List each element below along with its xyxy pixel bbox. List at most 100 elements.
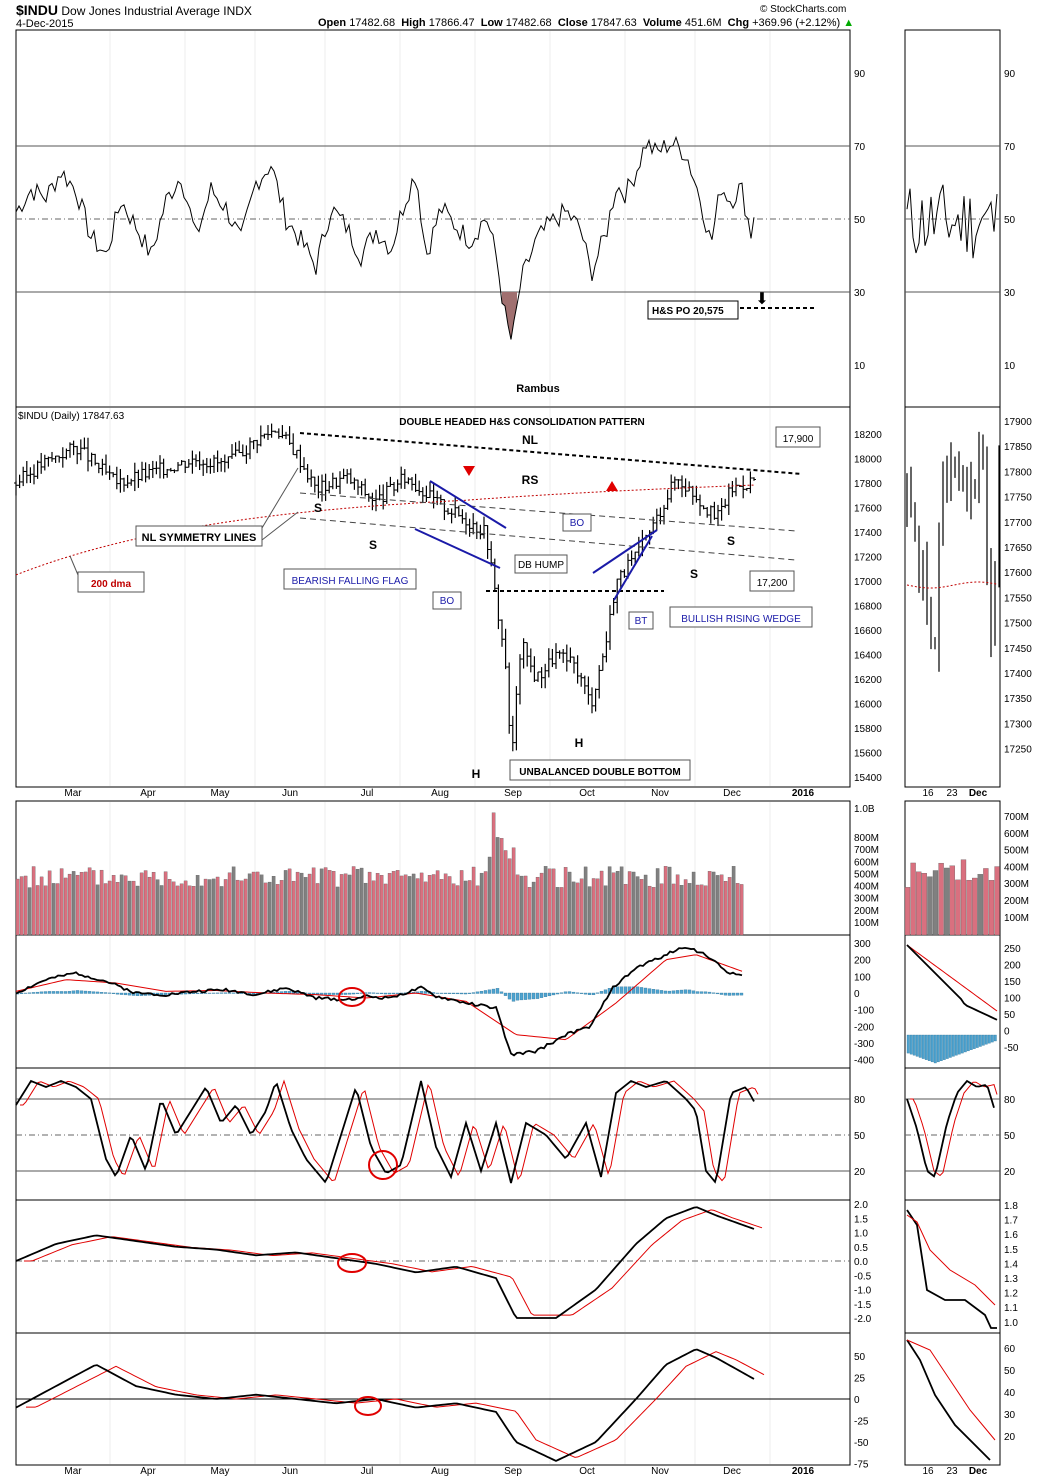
volume-bar [695, 884, 700, 936]
volume-bar [379, 875, 384, 936]
volume-bar [111, 875, 116, 936]
macd-histogram-bar [511, 992, 516, 1002]
macd-histogram-bar-right [906, 1034, 910, 1054]
volume-right-tick-label: 600M [1004, 829, 1029, 840]
bearish-flag-label: BEARISH FALLING FLAG [292, 576, 409, 587]
nl-symmetry-pointer [261, 467, 299, 529]
month-tick-label: Oct [579, 788, 595, 799]
volume-bar [347, 874, 352, 936]
header-name: Dow Jones Industrial Average [61, 4, 220, 18]
price-legend: $INDU (Daily) 17847.63 [18, 411, 125, 422]
price-tick-label: 16800 [854, 602, 882, 613]
volume-bar [419, 872, 424, 936]
osc2-right-tick-label: 50 [1004, 1366, 1016, 1377]
macd-histogram-bar [43, 991, 48, 994]
macd-histogram-bar [123, 992, 128, 996]
macd-histogram-bar [463, 992, 468, 995]
month-tick-label: Apr [140, 1466, 156, 1477]
volume-bar [519, 875, 524, 936]
macd-histogram-bar [223, 992, 228, 994]
stoch-tick-label: 50 [854, 1131, 866, 1142]
macd-histogram-bar-right [930, 1034, 934, 1063]
osc-tick-label: 0.5 [854, 1243, 868, 1254]
rsi-line [15, 135, 755, 340]
macd-histogram-bar-right [939, 1034, 943, 1061]
macd-histogram-bar [579, 992, 584, 994]
rsi-right-tick-label: 70 [1004, 142, 1016, 153]
volume-bar [203, 878, 208, 936]
volume-bar [75, 874, 80, 936]
month-tick-label: Sep [504, 1466, 522, 1477]
macd-histogram-bar [459, 992, 464, 995]
volume-bar [407, 876, 412, 936]
volume-bar [463, 880, 468, 936]
macd-histogram-bar [559, 992, 564, 994]
volume-bar [55, 883, 60, 936]
volume-bar [403, 874, 408, 936]
osc-right-tick-label: 1.3 [1004, 1274, 1018, 1285]
macd-histogram-bar-right [912, 1034, 916, 1056]
volume-bar [31, 866, 36, 936]
volume-bar [103, 883, 108, 936]
macd-right-tick-label: 50 [1004, 1010, 1016, 1021]
volume-bar [219, 886, 224, 936]
volume-right-tick-label: 500M [1004, 846, 1029, 857]
volume-bar [679, 885, 684, 936]
month-tick-label: Dec [723, 788, 741, 799]
header-symbol: $INDU Dow Jones Industrial Average INDX [16, 2, 252, 18]
volume-bar [215, 876, 220, 936]
macd-histogram-bar [191, 992, 196, 994]
volume-bar [607, 866, 612, 936]
volume-bar [391, 871, 396, 936]
macd-histogram-bar [707, 991, 712, 994]
macd-histogram-bar [551, 992, 556, 996]
volume-bar [687, 883, 692, 936]
volume-bar [319, 868, 324, 936]
volume-bar [271, 876, 276, 936]
macd-histogram-bar [711, 992, 716, 994]
rising-wedge-label-box [669, 606, 813, 628]
volume-bar-right [988, 880, 995, 936]
macd-right-tick-label: 250 [1004, 944, 1021, 955]
volume-bar [531, 881, 536, 936]
month-tick-label: Jul [361, 788, 374, 799]
volume-bar [135, 885, 140, 936]
macd-histogram-bar [587, 992, 592, 995]
volume-bar [107, 880, 112, 936]
macd-histogram-bar [475, 991, 480, 994]
volume-bar-right [944, 867, 950, 936]
macd-histogram-bar [39, 991, 44, 994]
macd-histogram-bar [443, 992, 448, 994]
macd-histogram-bar [539, 992, 544, 998]
crossover-circle [337, 1253, 367, 1273]
price-right-tick-label: 17400 [1004, 669, 1032, 680]
volume-bar-right [960, 859, 967, 936]
volume-bar [723, 881, 728, 936]
macd-histogram-bar-right [954, 1034, 958, 1056]
breakout-label-box [432, 591, 462, 610]
volume-bar [231, 866, 236, 936]
macd-right-tick-label: 150 [1004, 977, 1021, 988]
volume-bar [591, 878, 596, 936]
month-tick-label: Jul [361, 1466, 374, 1477]
osc2-line [15, 1348, 755, 1462]
macd-histogram-bar [439, 992, 444, 994]
rsi-line-right [906, 184, 998, 259]
volume-bar-right [904, 887, 911, 936]
price-right-tick-label: 17300 [1004, 719, 1032, 730]
price-right-tick-label: 17650 [1004, 543, 1032, 554]
macd-line-right [906, 944, 998, 1021]
macd-right-tick-label: 200 [1004, 961, 1021, 972]
volume-bar [143, 870, 148, 936]
macd-histogram-bar [507, 992, 512, 1000]
volume-bar [727, 877, 732, 936]
macd-histogram-bar [487, 989, 492, 994]
volume-bar [331, 871, 336, 936]
volume-bar [95, 884, 100, 936]
price-tick-label: 17000 [854, 577, 882, 588]
osc-right-tick-label: 1.8 [1004, 1201, 1018, 1212]
volume-bar [735, 883, 740, 936]
volume-bar [671, 883, 676, 936]
macd-histogram-bar [67, 991, 72, 994]
macd-tick-label: 0 [854, 989, 860, 1000]
